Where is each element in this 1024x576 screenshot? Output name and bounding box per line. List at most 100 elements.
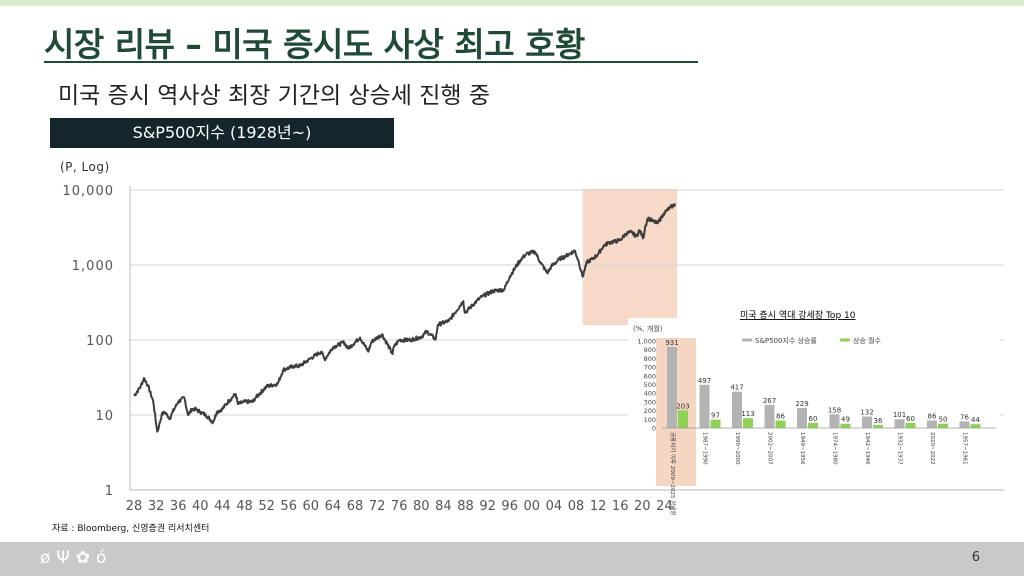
inset-y-tick-label: 600 — [644, 372, 656, 380]
x-tick-label: 48 — [236, 499, 253, 514]
page-subtitle: 미국 증시 역사상 최장 기간의 상승세 진행 중 — [58, 83, 491, 109]
inset-title: 미국 증시 역대 강세장 Top 10 — [740, 310, 856, 321]
inset-category-label: 1932~1937 — [897, 432, 903, 465]
bar-return — [829, 414, 840, 428]
bar-months-label: 203 — [676, 402, 689, 410]
bar-return-label: 931 — [665, 339, 678, 347]
inset-y-tick-label: 100 — [644, 416, 656, 424]
bar-return-label: 101 — [893, 411, 906, 419]
inset-category-label: 1949~1956 — [799, 432, 805, 465]
bar-return — [732, 391, 742, 428]
x-tick-label: 72 — [369, 499, 386, 514]
sp500-line — [133, 203, 676, 433]
page-number: 6 — [971, 550, 980, 565]
title-underline — [44, 61, 698, 63]
x-tick-label: 80 — [413, 499, 430, 514]
leaf-icon: ø — [40, 548, 57, 568]
bar-return — [927, 420, 937, 428]
inset-y-tick-label: 800 — [644, 355, 656, 363]
x-tick-label: 76 — [391, 499, 408, 514]
highlight-range — [582, 189, 678, 325]
x-tick-label: 04 — [546, 499, 563, 514]
inset-y-tick-label: 200 — [644, 407, 656, 415]
bar-months-label: 97 — [711, 412, 720, 420]
bar-return — [667, 347, 677, 428]
top-band — [0, 0, 1024, 6]
inset-category-label: 1990~2000 — [734, 432, 740, 465]
x-tick-label: 68 — [347, 499, 364, 514]
apple-icon: ό — [96, 548, 113, 568]
inset-y-tick-label: 700 — [644, 364, 656, 372]
bar-months — [938, 423, 948, 428]
bar-months — [905, 422, 916, 428]
inset-category-label: 1987~1990 — [702, 432, 708, 465]
bar-return-label: 76 — [960, 413, 969, 421]
y-tick-label: 10 — [95, 409, 114, 424]
x-tick-label: 12 — [590, 499, 607, 514]
inset-y-tick-label: 0 — [652, 425, 656, 433]
bar-return-label: 132 — [860, 409, 873, 417]
inset-category-label: 1942~1946 — [864, 432, 870, 465]
inset-category-label: 금융위기 이후 2009~2025 강세장 — [669, 432, 677, 515]
bar-return — [862, 416, 872, 428]
bar-months — [678, 410, 688, 428]
bar-return-label: 497 — [698, 377, 711, 385]
bar-return — [699, 384, 710, 428]
bar-months-label: 60 — [906, 415, 915, 423]
bar-return — [797, 408, 807, 428]
bar-months-label: 36 — [874, 417, 883, 425]
sprout-icon: Ψ — [56, 548, 76, 568]
bar-months — [775, 420, 786, 428]
bar-months-label: 113 — [741, 410, 754, 418]
bar-return — [959, 421, 970, 428]
bar-months-label: 60 — [809, 415, 818, 423]
x-tick-label: 16 — [612, 499, 629, 514]
inset-unit: (%, 개월) — [633, 324, 663, 333]
bar-months — [710, 419, 721, 428]
inset-y-tick-label: 1,000 — [637, 338, 656, 346]
bar-return-label: 267 — [763, 397, 776, 405]
legend-label-months: 상승 월수 — [853, 336, 882, 345]
x-tick-label: 00 — [524, 499, 541, 514]
x-tick-label: 88 — [457, 499, 474, 514]
bar-return-label: 86 — [928, 413, 937, 421]
inset-category-label: 1974~1980 — [832, 432, 838, 465]
y-tick-label: 1 — [105, 484, 114, 499]
bar-months-label: 50 — [939, 416, 948, 424]
bar-return-label: 229 — [795, 400, 808, 408]
x-tick-label: 32 — [148, 499, 165, 514]
x-tick-label: 56 — [280, 499, 297, 514]
x-tick-label: 24 — [656, 499, 673, 514]
y-tick-label: 10,000 — [63, 184, 115, 199]
x-tick-label: 08 — [568, 499, 585, 514]
x-tick-label: 52 — [258, 499, 275, 514]
flower-icon: ✿ — [75, 548, 97, 568]
inset-category-label: 2002~2007 — [767, 432, 773, 465]
chart-label: S&P500지수 (1928년~) — [50, 118, 394, 148]
bar-months — [840, 423, 851, 428]
inset-y-tick-label: 300 — [644, 398, 656, 406]
inset-y-tick-label: 900 — [644, 346, 656, 354]
bar-months-label: 49 — [841, 416, 850, 424]
bar-months-label: 86 — [776, 413, 785, 421]
bar-months-label: 44 — [971, 416, 980, 424]
x-tick-label: 96 — [501, 499, 518, 514]
x-tick-label: 60 — [303, 499, 320, 514]
bar-months — [873, 424, 883, 428]
x-tick-label: 20 — [634, 499, 651, 514]
bar-return — [894, 419, 905, 428]
inset-y-tick-label: 400 — [644, 390, 656, 398]
x-tick-label: 84 — [435, 499, 452, 514]
x-tick-label: 44 — [214, 499, 231, 514]
footer-bar: øΨ✿ό 6 — [0, 542, 1024, 576]
bar-return-label: 158 — [828, 406, 841, 414]
x-tick-label: 40 — [192, 499, 209, 514]
page-title: 시장 리뷰 – 미국 증시도 사상 최고 호황 — [44, 25, 585, 64]
legend-label-return: S&P500지수 상승률 — [755, 336, 817, 345]
inset-category-label: 1957~1961 — [962, 432, 968, 465]
bar-return-label: 417 — [730, 384, 743, 392]
bar-months — [743, 418, 753, 428]
x-tick-label: 92 — [479, 499, 496, 514]
bar-return — [764, 404, 775, 428]
